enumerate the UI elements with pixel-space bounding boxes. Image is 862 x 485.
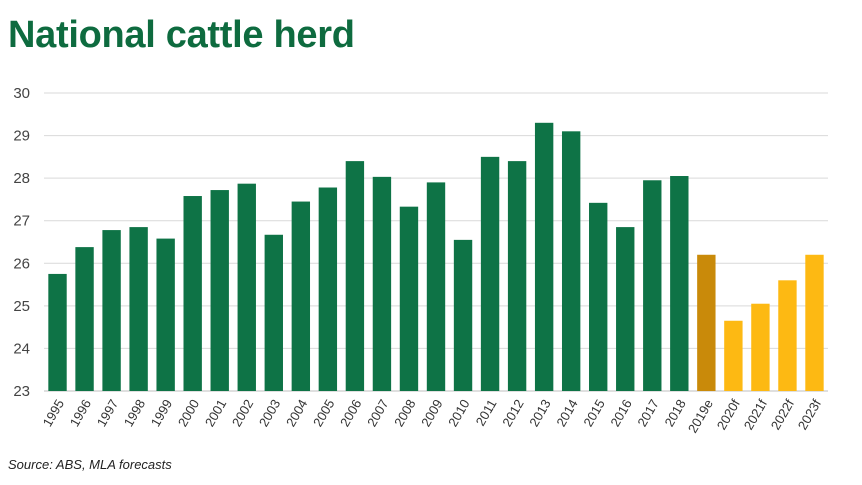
x-tick-label: 2018	[661, 397, 688, 430]
x-tick-label: 1999	[148, 397, 175, 430]
bar-1999	[156, 238, 175, 391]
x-tick-label: 2017	[634, 397, 661, 430]
x-tick-label: 2001	[202, 397, 229, 430]
bar-2010	[453, 239, 473, 391]
y-tick-label: 24	[13, 340, 30, 357]
x-tick-label: 2006	[337, 397, 364, 430]
x-tick-label: 2015	[580, 397, 607, 430]
x-tick-label: 1998	[121, 397, 148, 430]
bar-2023f	[805, 254, 824, 391]
x-tick-label: 2011	[473, 397, 500, 429]
bar-2014	[561, 131, 581, 392]
x-tick-label: 2020f	[714, 396, 743, 432]
x-tick-label: 2012	[499, 397, 526, 430]
bar-2011	[480, 156, 500, 391]
bar-2009	[426, 182, 446, 391]
x-tick-label: 2019e	[685, 397, 716, 436]
x-tick-label: 2023f	[795, 396, 824, 432]
y-tick-label: 29	[13, 128, 30, 145]
bar-2013	[534, 122, 554, 392]
chart-title: National cattle herd	[8, 14, 355, 56]
x-tick-label: 2008	[391, 397, 418, 430]
bar-1998	[129, 227, 148, 391]
bar-2004	[291, 201, 311, 391]
x-tick-label: 2016	[607, 397, 634, 430]
y-tick-label: 23	[13, 383, 30, 400]
bar-2018	[670, 176, 689, 391]
bar-2020f	[724, 320, 743, 391]
y-tick-label: 27	[13, 213, 30, 230]
bar-2003	[264, 234, 283, 391]
y-tick-label: 25	[13, 298, 30, 315]
bar-2015	[589, 202, 608, 391]
bar-2005	[318, 187, 338, 391]
x-tick-label: 2000	[175, 397, 202, 430]
source-note: Source: ABS, MLA forecasts	[8, 457, 172, 472]
bar-2021f	[751, 303, 770, 391]
x-axis: 1995 1996 1997 1998 1999 2000 2001 2002 2003 2004…	[40, 396, 825, 435]
bar-2016	[616, 227, 635, 391]
x-tick-label: 2009	[418, 397, 445, 430]
x-tick-label: 1996	[67, 397, 94, 430]
bar-2012	[507, 161, 527, 391]
x-tick-label: 2013	[526, 397, 553, 430]
y-tick-label: 30	[13, 85, 30, 102]
x-tick-label: 2021f	[741, 396, 770, 432]
x-tick-label: 1995	[40, 397, 67, 430]
y-axis: 23 24 25 26 27 28 29 30	[13, 85, 30, 400]
bar-2008	[399, 206, 419, 391]
x-tick-label: 2022f	[768, 396, 797, 432]
y-tick-label: 28	[13, 170, 30, 187]
bar-2019e	[697, 254, 716, 391]
bars	[48, 122, 824, 392]
bar-2006	[345, 161, 365, 391]
bar-1995	[48, 273, 67, 391]
bar-2002	[237, 183, 256, 391]
x-tick-label: 2005	[310, 397, 337, 430]
bar-2007	[372, 176, 392, 391]
x-tick-label: 2010	[445, 397, 472, 430]
bar-1996	[75, 247, 94, 391]
x-tick-label: 1997	[94, 397, 121, 430]
bar-1997	[102, 230, 121, 391]
y-tick-label: 26	[13, 255, 30, 272]
bar-2017	[643, 180, 662, 391]
bar-2001	[210, 190, 229, 391]
bar-2000	[183, 196, 202, 391]
bar-2022f	[778, 280, 797, 391]
x-tick-label: 2003	[256, 397, 283, 430]
x-tick-label: 2002	[229, 397, 256, 430]
x-tick-label: 2007	[364, 397, 391, 430]
x-tick-label: 2014	[553, 397, 580, 430]
x-tick-label: 2004	[283, 397, 310, 430]
